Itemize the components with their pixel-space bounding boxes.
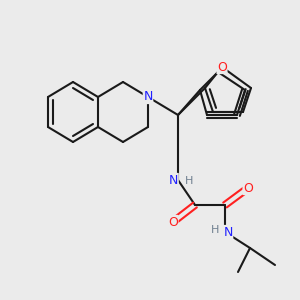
Text: H: H bbox=[185, 176, 194, 187]
Text: O: O bbox=[243, 182, 253, 194]
Text: O: O bbox=[217, 61, 227, 74]
Text: N: N bbox=[223, 226, 233, 238]
Text: N: N bbox=[169, 173, 178, 187]
Text: H: H bbox=[211, 225, 220, 235]
Text: N: N bbox=[143, 91, 153, 103]
Text: O: O bbox=[168, 215, 178, 229]
